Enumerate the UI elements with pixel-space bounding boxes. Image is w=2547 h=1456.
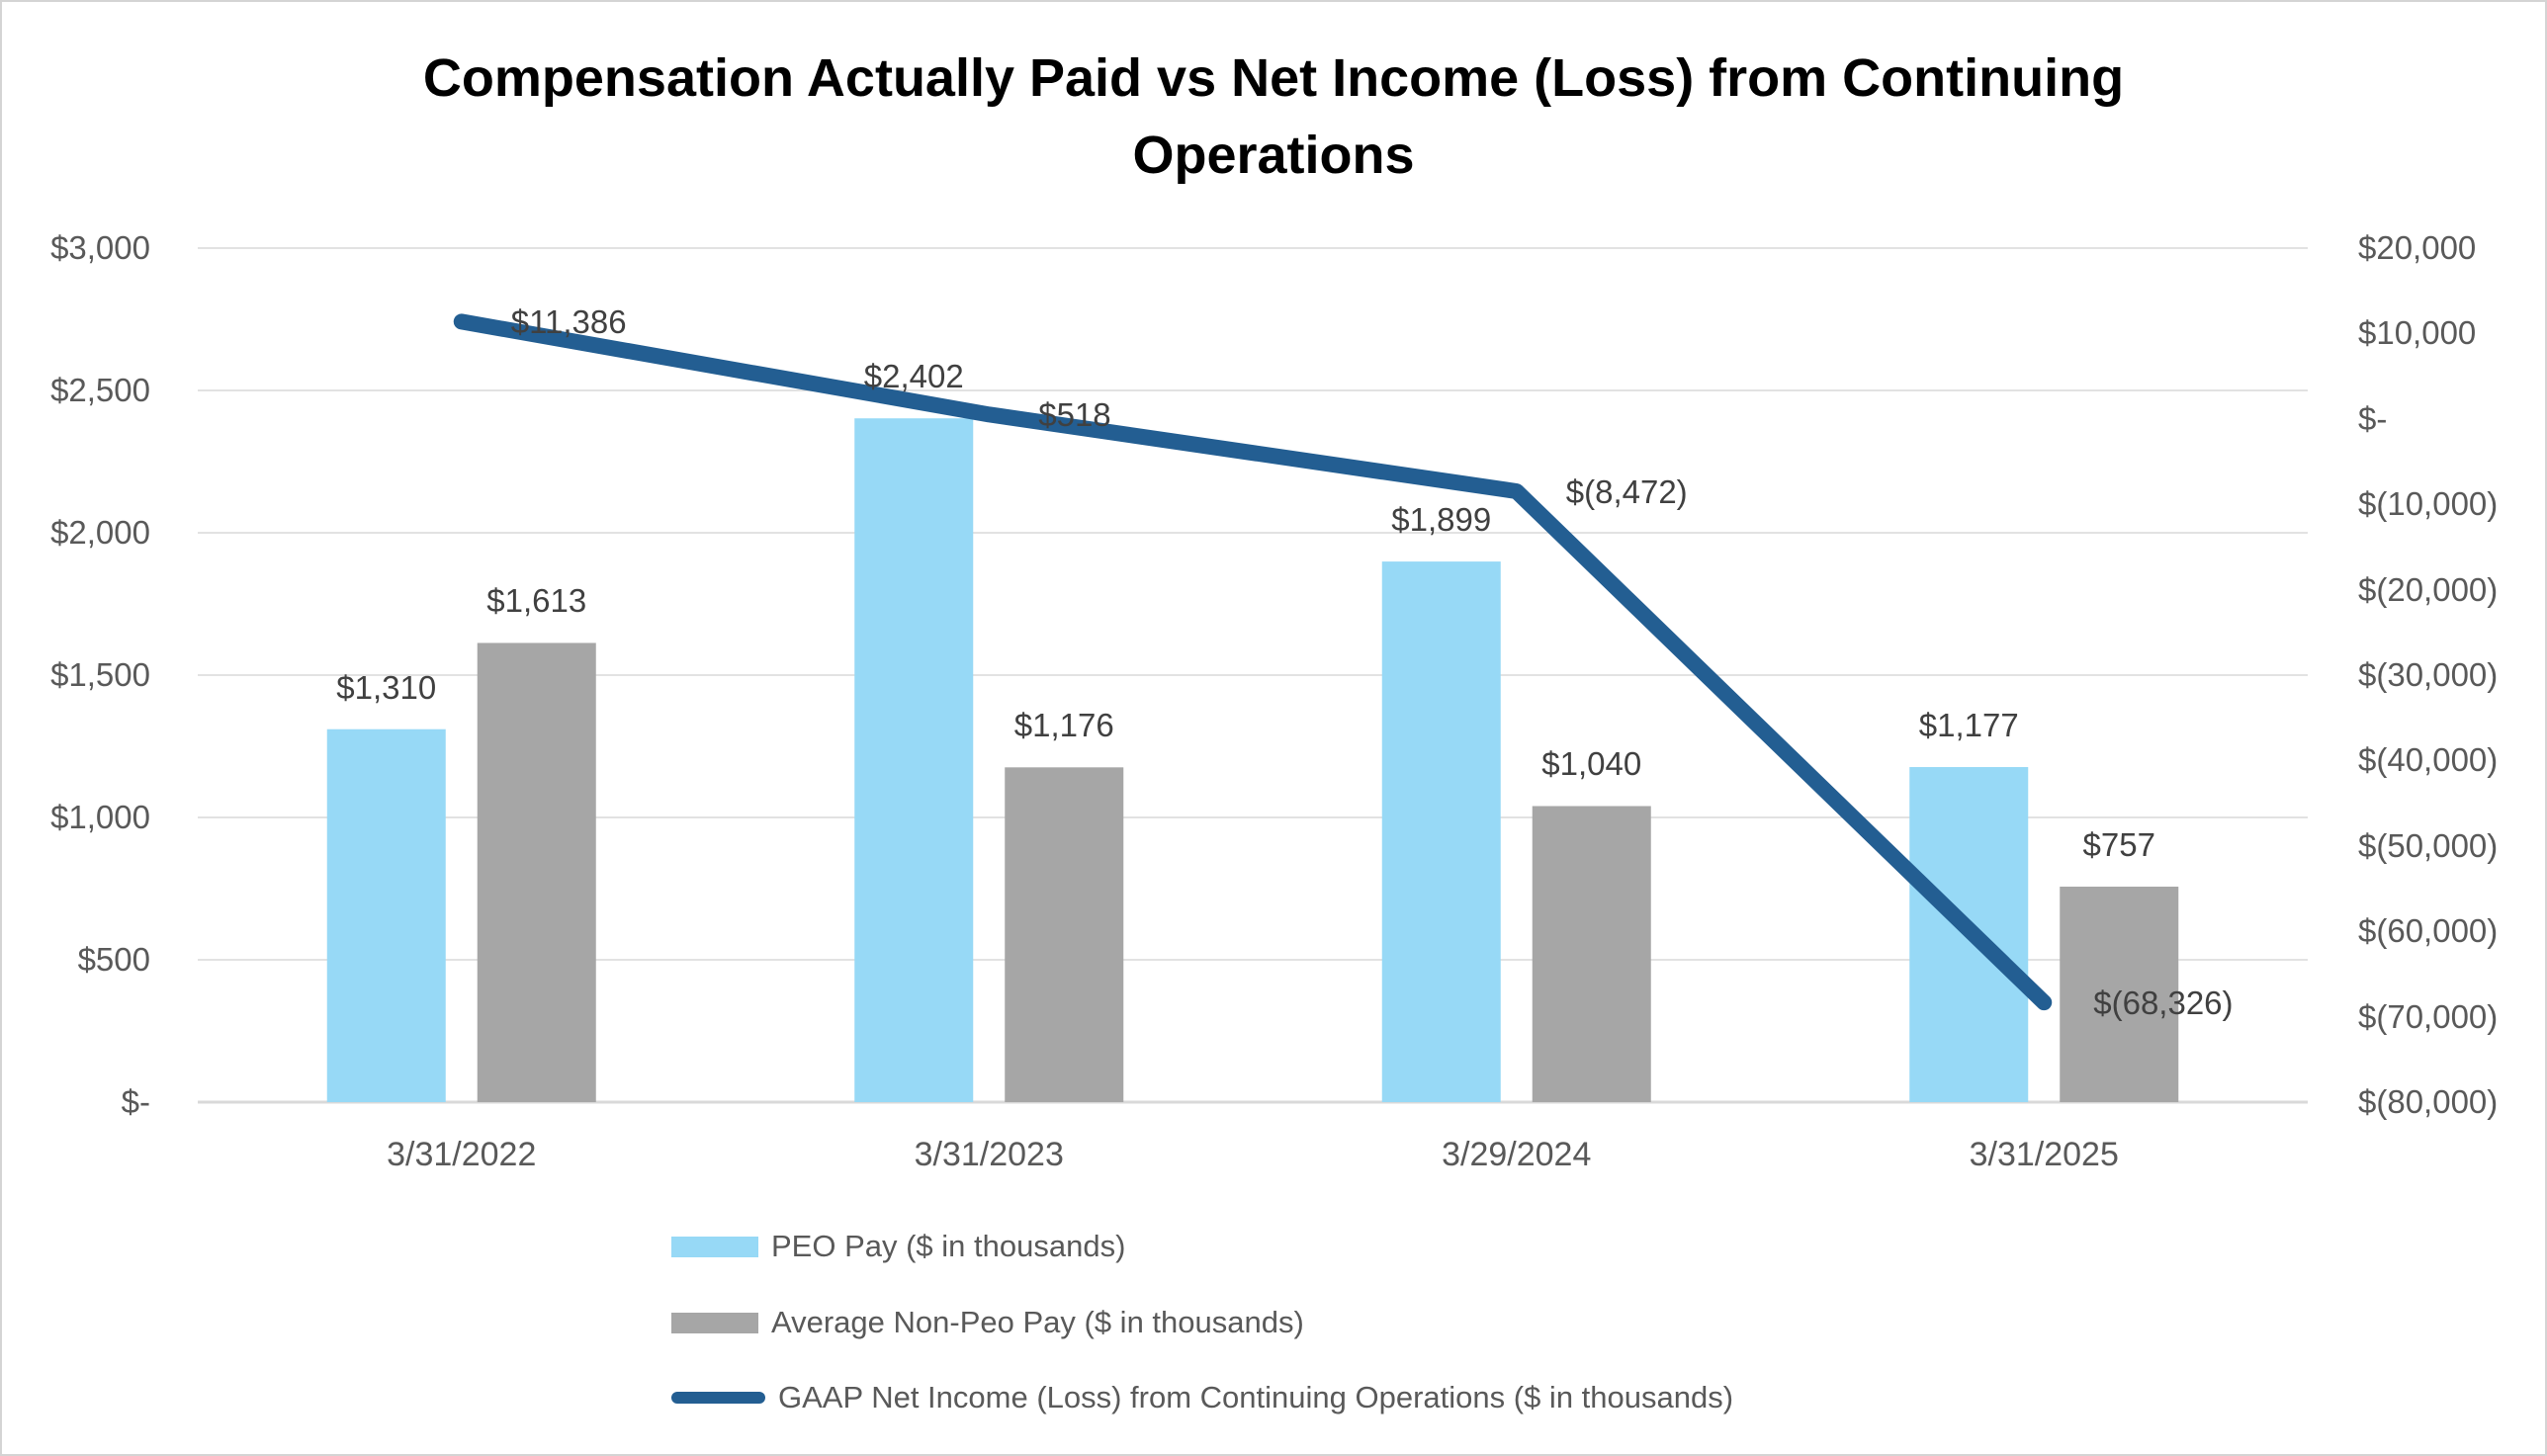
legend-item: PEO Pay ($ in thousands) <box>671 1230 1125 1263</box>
avg-non-peo-data-label: $1,613 <box>486 582 587 620</box>
right-axis-tick: $(70,000) <box>2358 997 2499 1035</box>
chart-title: Compensation Actually Paid vs Net Income… <box>2 40 2545 194</box>
left-axis-tick: $- <box>121 1083 150 1120</box>
right-axis-tick: $(10,000) <box>2358 485 2499 523</box>
legend-line-swatch <box>671 1392 765 1404</box>
avg-non-peo-data-label: $757 <box>2082 825 2155 863</box>
peo-pay-data-label: $1,310 <box>336 668 437 706</box>
right-axis-tick: $10,000 <box>2358 314 2477 352</box>
gaap-line-data-label: $(8,472) <box>1565 472 1688 510</box>
peo-pay-data-label: $1,177 <box>1918 707 2019 744</box>
x-axis-label: 3/31/2023 <box>914 1136 1064 1173</box>
x-axis-label: 3/31/2022 <box>387 1136 537 1173</box>
right-axis-tick: $20,000 <box>2358 229 2477 266</box>
right-axis-tick: $(50,000) <box>2358 826 2499 864</box>
gaap-line-data-label: $11,386 <box>510 303 627 341</box>
avg-non-peo-data-label: $1,176 <box>1013 707 1114 744</box>
right-axis-tick: $(60,000) <box>2358 912 2499 950</box>
left-axis-tick: $1,500 <box>50 656 150 693</box>
right-axis-tick: $(80,000) <box>2358 1083 2499 1120</box>
right-axis-tick: $(30,000) <box>2358 656 2499 693</box>
legend-item: GAAP Net Income (Loss) from Continuing O… <box>671 1381 1733 1414</box>
left-axis-tick: $500 <box>77 941 150 978</box>
x-axis-label: 3/29/2024 <box>1442 1136 1592 1173</box>
legend-item: Average Non-Peo Pay ($ in thousands) <box>671 1306 1304 1339</box>
peo-pay-data-label: $2,402 <box>863 358 964 395</box>
legend-label: PEO Pay ($ in thousands) <box>771 1229 1126 1263</box>
right-axis-tick: $(20,000) <box>2358 570 2499 608</box>
legend-label: Average Non-Peo Pay ($ in thousands) <box>771 1305 1304 1339</box>
left-axis-tick: $1,000 <box>50 799 150 835</box>
legend-bar-swatch <box>671 1236 758 1257</box>
left-axis-tick: $3,000 <box>50 229 150 266</box>
right-axis-tick: $- <box>2358 399 2388 437</box>
left-axis-tick: $2,000 <box>50 514 150 551</box>
peo-pay-data-label: $1,899 <box>1391 501 1492 539</box>
gaap-line-data-label: $(68,326) <box>2093 985 2234 1022</box>
avg-non-peo-data-label: $1,040 <box>1541 745 1642 783</box>
gaap-line-data-label: $518 <box>1038 396 1111 434</box>
x-axis-label: 3/31/2025 <box>1969 1136 2119 1173</box>
legend-label: GAAP Net Income (Loss) from Continuing O… <box>778 1380 1734 1414</box>
chart-title-line2: Operations <box>1132 126 1415 185</box>
legend-bar-swatch <box>671 1312 758 1333</box>
chart-title-line1: Compensation Actually Paid vs Net Income… <box>422 48 2125 108</box>
left-axis-tick: $2,500 <box>50 372 150 408</box>
right-axis-tick: $(40,000) <box>2358 741 2499 779</box>
